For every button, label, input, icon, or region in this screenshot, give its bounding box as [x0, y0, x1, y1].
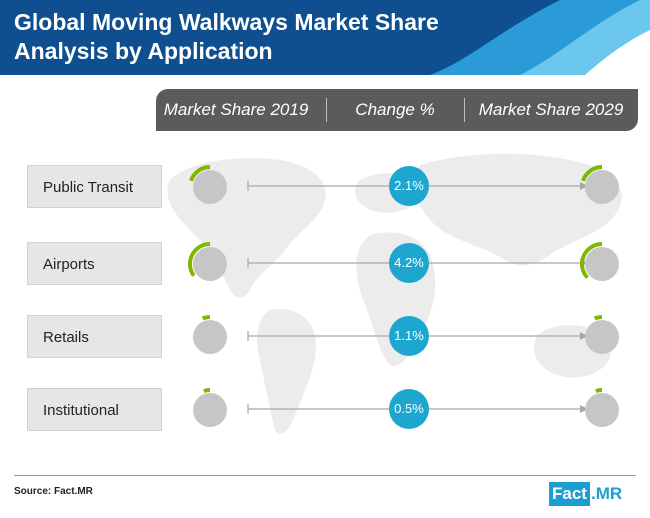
chart-title-line-2: Analysis by Application	[14, 38, 273, 64]
donut-share-arc	[188, 242, 211, 277]
change-percent-bubble: 0.5%	[389, 389, 429, 429]
logo-text-fact: Fact	[549, 482, 590, 506]
donut-share-2029	[585, 314, 619, 354]
column-header-change: Change %	[355, 100, 435, 119]
column-header-share-2019: Market Share 2019	[163, 100, 309, 119]
column-header-share-2029: Market Share 2029	[478, 100, 624, 119]
change-percent-bubble: 4.2%	[389, 243, 429, 283]
donut-core	[193, 247, 227, 281]
donut-share-arc	[593, 314, 603, 321]
donut-share-arc	[201, 314, 211, 321]
logo-text-mr: MR	[595, 484, 623, 503]
donut-share-2019	[193, 314, 227, 354]
source-note: Source: Fact.MR	[14, 486, 93, 497]
chart-title-line-1: Global Moving Walkways Market Share	[14, 9, 439, 35]
donut-share-2019	[188, 242, 227, 281]
donut-core	[193, 320, 227, 354]
donut-core	[585, 320, 619, 354]
change-percent-bubble: 1.1%	[389, 316, 429, 356]
donut-share-2029	[585, 388, 619, 427]
factmr-logo: Fact . MR	[549, 482, 622, 506]
header-divider	[464, 98, 465, 122]
donut-share-arc	[580, 242, 603, 280]
donut-share-2029	[581, 165, 619, 204]
row-label: Institutional	[27, 388, 162, 431]
donut-share-2019	[193, 388, 227, 427]
footer-divider	[14, 475, 636, 476]
donut-core	[585, 393, 619, 427]
donut-share-arc	[203, 388, 211, 393]
logo-text-dot: .	[590, 484, 596, 503]
donut-share-2019	[189, 165, 227, 204]
donut-core	[585, 247, 619, 281]
donut-share-arc	[189, 165, 211, 182]
change-percent-bubble: 2.1%	[389, 166, 429, 206]
donut-share-arc	[581, 165, 603, 182]
title-banner	[0, 0, 650, 75]
row-label: Airports	[27, 242, 162, 285]
row-label: Public Transit	[27, 165, 162, 208]
donut-core	[193, 393, 227, 427]
donut-core	[585, 170, 619, 204]
row-label: Retails	[27, 315, 162, 358]
column-header-bar: Market Share 2019 Change % Market Share …	[156, 89, 638, 131]
donut-core	[193, 170, 227, 204]
donut-share-2029	[580, 242, 619, 281]
world-map-background	[167, 153, 622, 435]
donut-share-arc	[595, 388, 603, 393]
header-divider	[326, 98, 327, 122]
